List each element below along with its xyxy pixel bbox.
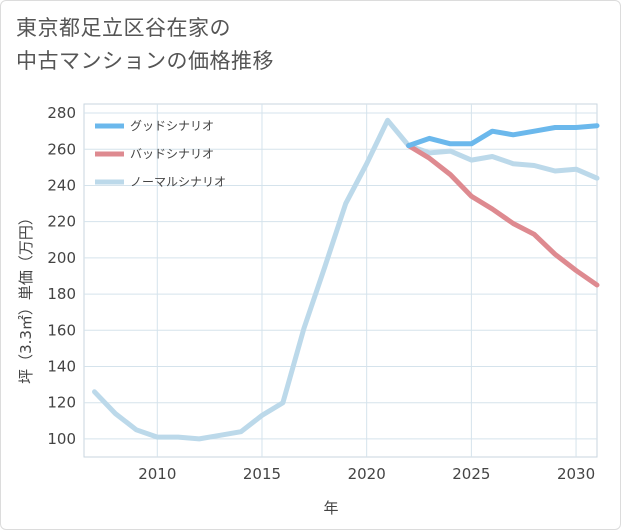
- y-tick-label: 260: [47, 140, 76, 158]
- y-tick-label: 120: [47, 394, 76, 412]
- y-axis-ticks: 100 120 140 160 180 200 220 240 260 280: [47, 104, 76, 448]
- x-tick-label: 2020: [348, 465, 386, 483]
- y-tick-label: 140: [47, 357, 76, 375]
- chart-title-line-2: 中古マンションの価格推移: [16, 49, 274, 73]
- chart-title: 東京都足立区谷在家の 中古マンションの価格推移: [16, 12, 436, 78]
- grid: [83, 103, 598, 458]
- y-tick-label: 240: [47, 176, 76, 194]
- x-axis-label: 年: [323, 499, 338, 517]
- x-tick-label: 2030: [557, 465, 595, 483]
- series-line-good: [406, 123, 600, 149]
- legend-label: ノーマルシナリオ: [130, 175, 226, 189]
- legend-label: グッドシナリオ: [130, 119, 214, 133]
- y-tick-label: 220: [47, 213, 76, 231]
- y-tick-label: 200: [47, 249, 76, 267]
- x-axis-ticks: 2010 2015 2020 2025 2030: [138, 465, 595, 483]
- legend-label: バッドシナリオ: [130, 147, 214, 161]
- chart-title-line-1: 東京都足立区谷在家の: [16, 16, 231, 40]
- x-tick-label: 2010: [138, 465, 176, 483]
- y-tick-label: 280: [47, 104, 76, 122]
- series-lines: [92, 117, 600, 442]
- y-tick-label: 100: [47, 430, 76, 448]
- series-line-normal: [92, 117, 600, 442]
- y-tick-label: 180: [47, 285, 76, 303]
- x-tick-label: 2015: [243, 465, 281, 483]
- series-line-bad: [406, 143, 600, 288]
- y-tick-label: 160: [47, 321, 76, 339]
- y-axis-label: 坪（3.3㎡）単価（万円）: [17, 210, 35, 384]
- x-tick-label: 2025: [452, 465, 490, 483]
- plot-area-border: [83, 103, 598, 458]
